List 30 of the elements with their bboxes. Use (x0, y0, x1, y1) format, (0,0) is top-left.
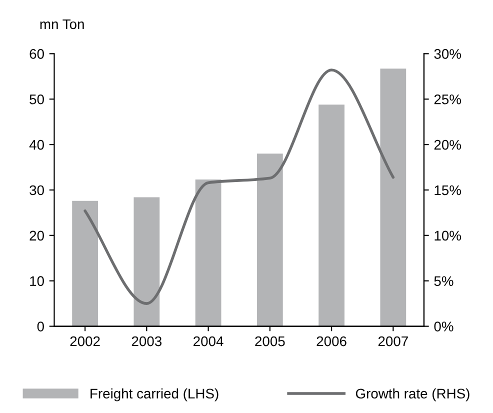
x-tick-label: 2003 (132, 336, 162, 346)
y2-tick-label: 10% (434, 230, 462, 241)
y2-tick-label: 0% (434, 322, 454, 332)
y-tick-label: 10 (30, 276, 44, 286)
y-tick-label: 0 (37, 322, 44, 332)
bar (318, 104, 344, 326)
y2-tick-label: 30% (434, 49, 462, 59)
bar (195, 180, 222, 326)
x-tick-label: 2007 (378, 336, 408, 346)
legend-label: Growth rate (RHS) (356, 388, 470, 402)
bar (72, 200, 98, 326)
bar (380, 68, 406, 326)
y-tick-label: 50 (30, 94, 44, 104)
x-tick-label: 2006 (316, 336, 346, 346)
x-tick-label: 2005 (255, 336, 285, 346)
bar (134, 197, 160, 326)
y-tick-label: 30 (30, 185, 44, 196)
y2-tick-label: 25% (434, 94, 462, 104)
x-tick-label: 2002 (70, 336, 100, 346)
legend-label: Freight carried (LHS) (90, 388, 218, 402)
y-tick-label: 60 (30, 49, 44, 59)
y2-tick-label: 15% (434, 185, 462, 196)
x-tick-label: 2004 (194, 336, 224, 346)
y2-tick-label: 20% (434, 140, 462, 150)
y-axis-title: mn Ton (40, 19, 84, 30)
y-tick-label: 40 (29, 140, 44, 150)
y-tick-label: 20 (30, 230, 44, 241)
bar (256, 154, 283, 326)
line-series (84, 68, 395, 305)
y2-tick-label: 5% (434, 276, 454, 286)
